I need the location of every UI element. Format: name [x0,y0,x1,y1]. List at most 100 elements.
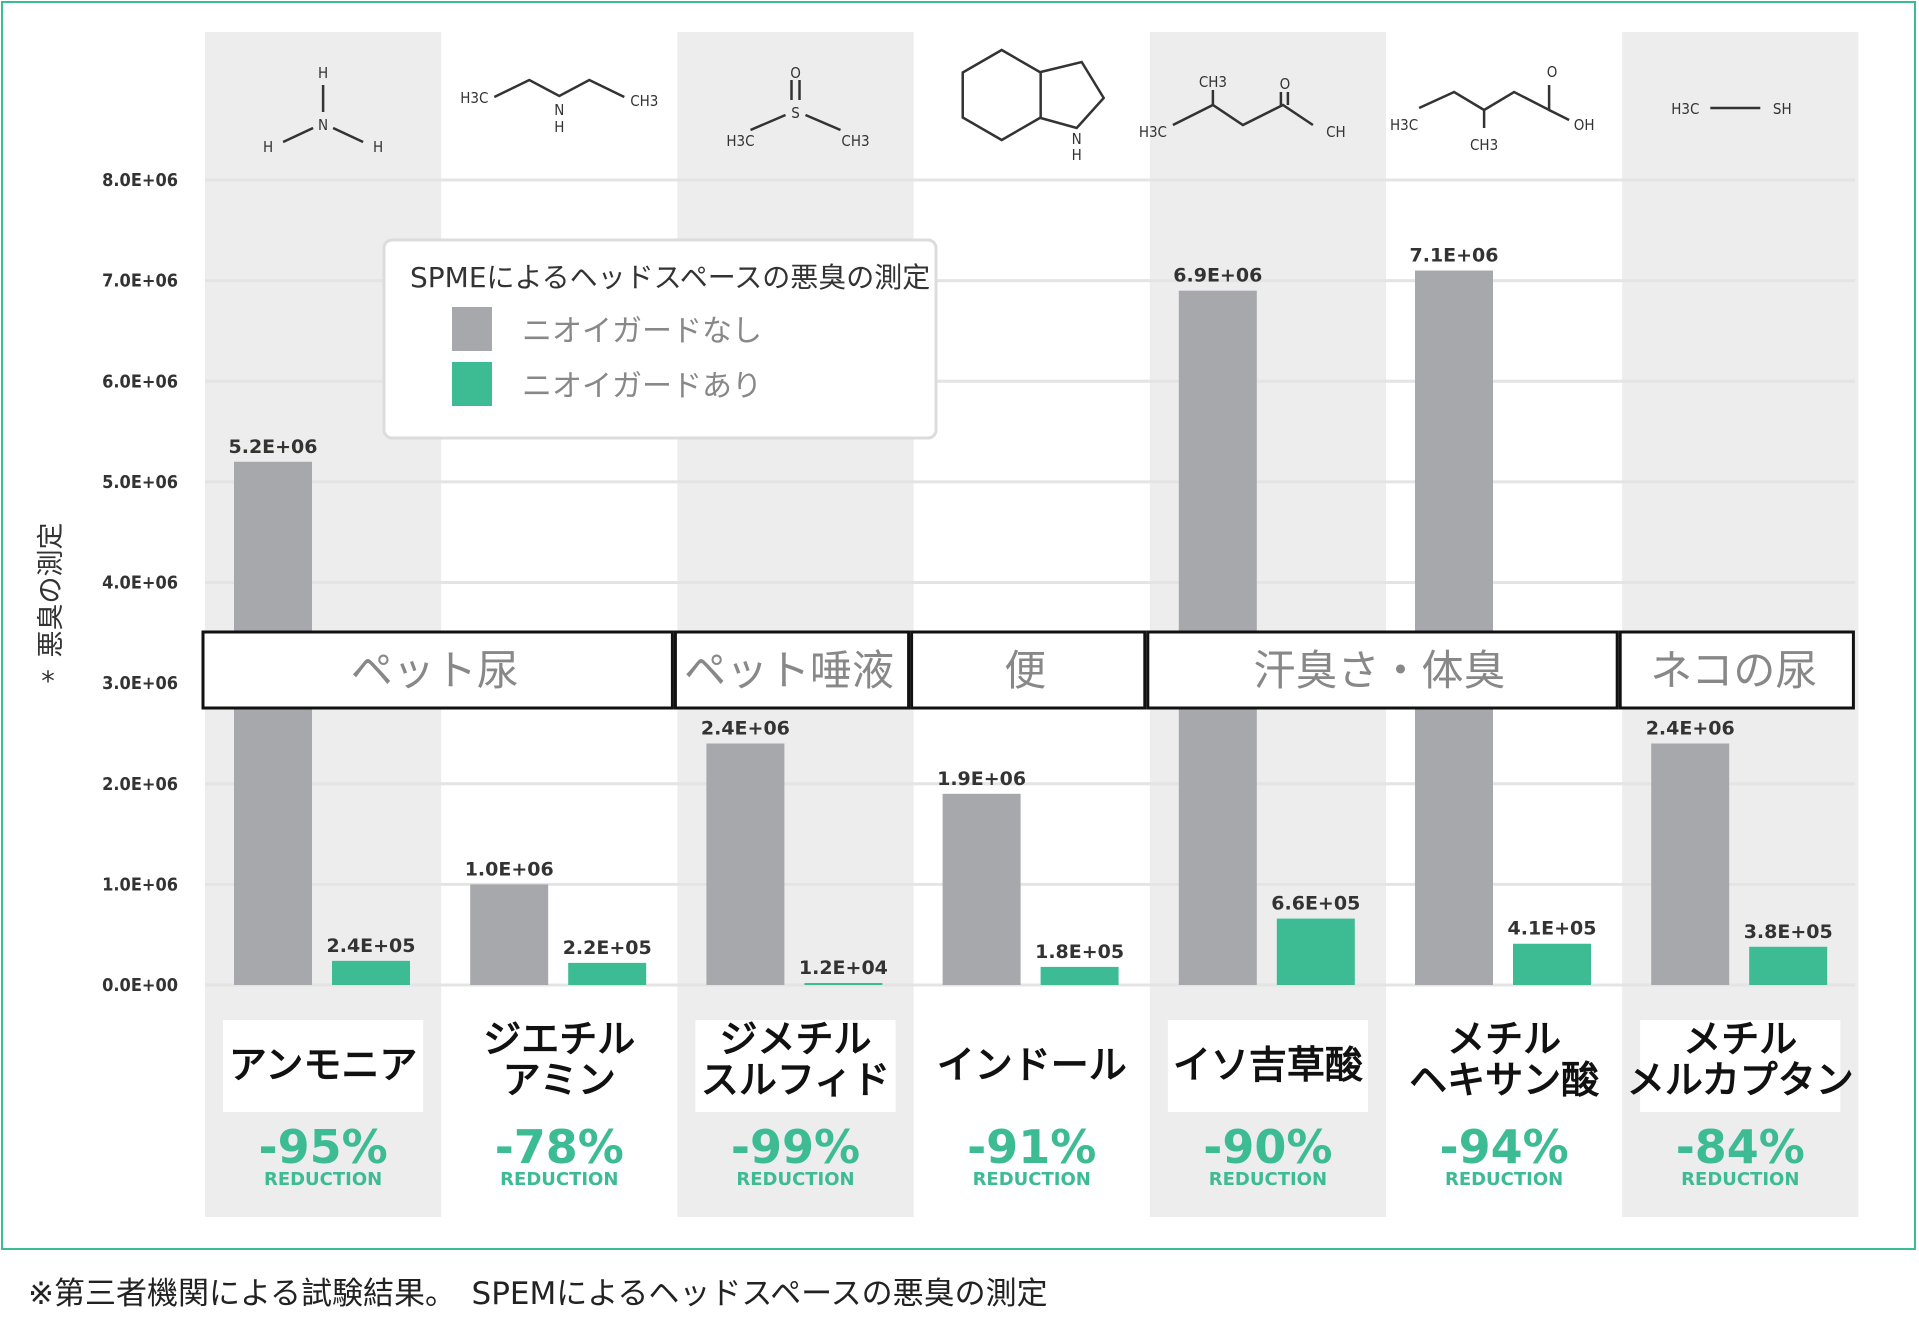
bar-with [804,983,883,985]
compound-name: ジメチル [719,1017,871,1061]
y-tick-label: 7.0E+06 [102,271,178,292]
atom-label: H3C [1390,116,1418,134]
atom-label: N [554,101,564,119]
reduction-word: REDUCTION [1445,1169,1563,1190]
value-label: 1.0E+06 [465,858,554,880]
source-group-box [673,630,911,710]
footnote: ※第三者機関による試験結果。 SPEMによるヘッドスペースの悪臭の測定 [28,1276,1048,1312]
y-tick-label: 6.0E+06 [102,371,178,392]
atom-label: OH [1574,116,1595,134]
y-axis-label-mark: * [41,666,55,697]
atom-label: CH [1326,123,1346,141]
chart-frame [1,1,1916,1250]
bar-with [1513,943,1591,985]
y-tick-label: 2.0E+06 [102,774,178,795]
bar-with [1749,946,1828,985]
source-group-label: ペット唾液 [684,646,894,695]
bond [1548,108,1570,122]
reduction-percent: -95% [258,1120,387,1174]
y-tick-label: 3.0E+06 [102,673,178,694]
source-group-box [1618,630,1855,710]
legend-title: SPMEによるヘッドスペースの悪臭の測定 [410,261,930,294]
bond [282,126,314,144]
bond [805,113,841,132]
compound-name: メチル [1447,1017,1561,1061]
reduction-percent: -84% [1676,1120,1805,1174]
reduction-percent: -99% [731,1120,860,1174]
compound-name-box [459,1020,660,1112]
legend-label: ニオイガードなし [522,314,762,349]
value-label: 2.2E+05 [563,937,652,959]
reduction-word: REDUCTION [1681,1169,1799,1190]
legend-swatch [452,307,492,351]
atom-label: N [1072,130,1082,148]
source-group-label: 汗臭さ・体臭 [1253,646,1505,695]
value-label: 6.9E+06 [1173,265,1262,287]
compound-name: メチル [1683,1017,1797,1061]
compound-name: インドール [937,1043,1127,1087]
atom-label: CH3 [841,132,869,150]
bar-without [1651,743,1730,985]
source-group-box [910,630,1147,710]
value-label: 6.6E+05 [1271,893,1360,915]
bond [332,126,364,144]
atom-label: H3C [1139,123,1167,141]
compound-name: スルフィド [701,1058,890,1102]
compound-name-box [931,1020,1132,1112]
bond [1172,103,1314,127]
source-group-label: ネコの尿 [1650,646,1817,695]
compound-name-box [1167,1020,1368,1112]
column-band [1622,32,1859,1217]
value-label: 3.8E+05 [1744,921,1833,943]
atom-label: H [1072,146,1082,164]
reduction-percent: -94% [1439,1120,1568,1174]
compound-name: イソ吉草酸 [1173,1043,1364,1087]
legend-swatch [452,362,492,406]
value-label: 7.1E+06 [1410,245,1499,267]
atom-label: H [318,64,328,82]
atom-label: H [263,138,273,156]
compound-name-box [695,1020,896,1112]
y-axis-label: 悪臭の測定 [36,523,67,658]
ring [961,48,1042,142]
value-label: 1.2E+04 [799,957,888,979]
compound-name: アミン [503,1058,616,1102]
atom-label: H3C [726,132,754,150]
atom-label: O [790,64,801,82]
atom-label: N [318,116,328,134]
source-group-box [201,630,674,710]
reduction-word: REDUCTION [736,1169,854,1190]
atom-label: H3C [1671,100,1699,118]
bar-without [1415,270,1493,985]
y-tick-label: 0.0E+00 [102,975,178,996]
legend-box [382,238,938,440]
y-tick-label: 1.0E+06 [102,874,178,895]
atom-label: SH [1773,100,1792,118]
value-label: 1.8E+05 [1035,941,1124,963]
value-label: 1.9E+06 [937,768,1026,790]
reduction-word: REDUCTION [264,1169,382,1190]
compound-name: アンモニア [229,1043,417,1087]
legend-label: ニオイガードあり [522,369,762,404]
compound-name-box [1640,1020,1841,1112]
reduction-word: REDUCTION [1209,1169,1327,1190]
value-label: 5.2E+06 [229,436,318,458]
column-band [677,32,914,1217]
atom-label: H [373,138,383,156]
atom-label: O [1280,75,1291,93]
compound-name: ヘキサン酸 [1409,1058,1600,1102]
reduction-word: REDUCTION [973,1169,1091,1190]
bond [493,78,625,99]
y-tick-label: 5.0E+06 [102,472,178,493]
y-tick-label: 8.0E+06 [102,170,178,191]
bar-with [1276,918,1355,985]
reduction-word: REDUCTION [500,1169,618,1190]
atom-label: CH3 [630,92,658,110]
atom-label: O [1547,63,1558,81]
reduction-percent: -91% [967,1120,1096,1174]
bar-with [1040,966,1119,985]
bar-without [234,461,312,985]
value-label: 2.4E+05 [327,935,416,957]
compound-name-box [1404,1020,1605,1112]
